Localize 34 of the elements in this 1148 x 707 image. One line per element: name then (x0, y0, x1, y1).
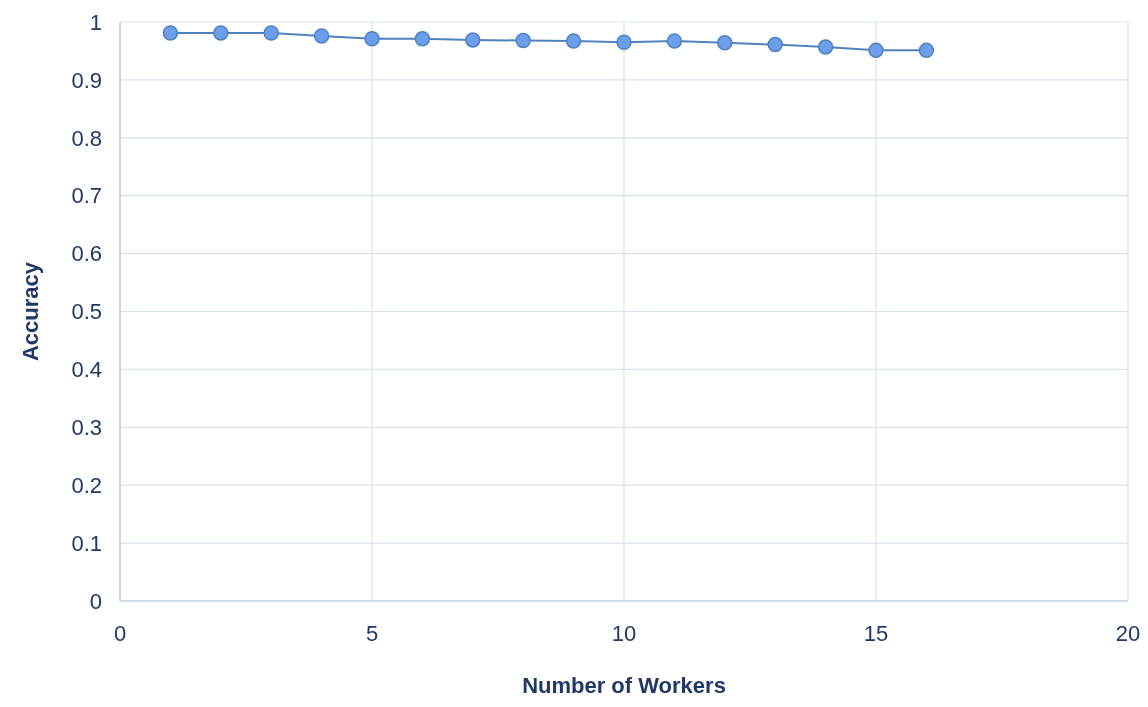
y-tick-label: 0.8 (71, 125, 102, 151)
y-tick-label: 0.6 (71, 241, 102, 267)
point (767, 36, 783, 53)
y-tick-label: 0.9 (71, 67, 102, 93)
y-tick-label: 0 (89, 588, 102, 614)
point (565, 33, 582, 49)
point (616, 34, 632, 51)
y-tick-label: 0.7 (71, 183, 102, 209)
point (162, 25, 179, 41)
point (313, 28, 330, 44)
point (717, 35, 733, 51)
y-axis-title: Accuracy (18, 261, 43, 362)
y-tick-label: 0.5 (71, 299, 102, 325)
point (364, 31, 380, 47)
point (465, 32, 481, 48)
y-tick-label: 0.3 (71, 415, 102, 440)
x-tick-label: 20 (1115, 621, 1141, 646)
point (515, 32, 531, 49)
point (263, 25, 279, 41)
point (918, 42, 935, 59)
y-tick-label: 0.1 (71, 530, 102, 556)
x-axis-title: Number of Workers (522, 673, 726, 698)
x-tick-label: 15 (863, 621, 889, 646)
point (213, 25, 229, 41)
y-tick-label: 0.2 (71, 472, 102, 498)
point (414, 31, 431, 47)
y-tick-label: 1 (89, 9, 102, 35)
x-tick-label: 5 (365, 621, 379, 646)
x-tick-label: 0 (113, 621, 127, 646)
point (868, 42, 884, 59)
y-tick-label: 0.4 (71, 357, 102, 383)
x-tick-label: 10 (611, 621, 637, 646)
point (817, 39, 834, 55)
point (666, 33, 683, 49)
